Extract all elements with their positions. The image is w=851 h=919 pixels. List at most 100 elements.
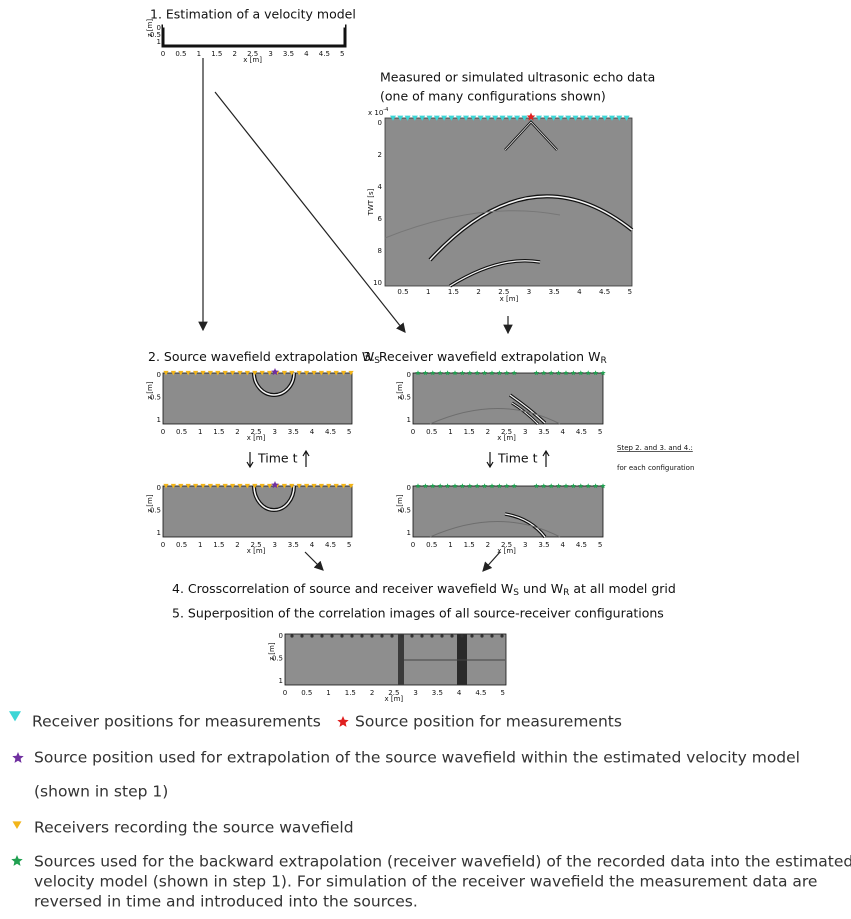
x-tick-label: 2 [486, 541, 490, 549]
step-title: 3. Receiver wavefield extrapolation WR [363, 349, 607, 366]
x-tick-label: 4.5 [325, 541, 336, 549]
time-label: Time t [257, 451, 298, 466]
text-part: 3. Receiver wavefield extrapolation W [363, 349, 600, 364]
z-tick-label: 1 [157, 38, 161, 46]
x-tick-label: 0.5 [301, 689, 312, 697]
diagram: 1. Estimation of a velocity model00.511.… [0, 0, 851, 919]
z-tick-label: 0 [407, 371, 411, 379]
x-tick-label: 3 [413, 689, 417, 697]
x-tick-label: 1.5 [464, 541, 475, 549]
x-tick-label: 3.5 [283, 50, 294, 58]
text-part: und W [519, 581, 563, 596]
x-tick-label: 5 [500, 689, 504, 697]
y-tick-label: 8 [378, 247, 382, 255]
legend-text: Source position used for extrapolation o… [34, 749, 800, 767]
image-dot [400, 634, 403, 637]
x-tick-label: 1.5 [213, 428, 224, 436]
x-tick-label: 4.5 [319, 50, 330, 58]
image-dot [440, 634, 443, 637]
x-tick-label: 4 [560, 541, 565, 549]
text-part: x 10 [368, 109, 383, 117]
x-tick-label: 1 [198, 428, 202, 436]
x-tick-label: 2 [486, 428, 490, 436]
legend-text: Source position for measurements [355, 713, 622, 731]
image-dot [470, 634, 473, 637]
plot-frame [413, 373, 603, 424]
x-tick-label: 4 [457, 689, 462, 697]
x-tick-label: 1 [326, 689, 330, 697]
x-tick-label: 1.5 [448, 288, 459, 296]
z-axis-label: z [m] [146, 494, 154, 512]
x-axis-label: x [m] [497, 547, 516, 555]
x-tick-label: 0.5 [397, 288, 408, 296]
image-dot [380, 634, 383, 637]
image-dot [500, 634, 503, 637]
image-dot [340, 634, 343, 637]
x-tick-label: 1.5 [464, 428, 475, 436]
z-tick-label: 0 [279, 632, 283, 640]
x-tick-label: 3.5 [538, 541, 549, 549]
image-dot [360, 634, 363, 637]
step-title: 2. Source wavefield extrapolation WS [148, 349, 380, 366]
z-tick-label: 1 [157, 529, 161, 537]
x-tick-label: 0 [161, 50, 165, 58]
z-tick-label: 1 [157, 416, 161, 424]
legend-symbol [11, 855, 22, 866]
y-axis-label: TWT [s] [367, 188, 375, 216]
x-tick-label: 2 [232, 50, 236, 58]
x-tick-label: 3 [527, 288, 531, 296]
x-tick-label: 0 [411, 428, 415, 436]
x-tick-label: 4 [577, 288, 582, 296]
x-tick-label: 3.5 [432, 689, 443, 697]
z-tick-label: 1 [407, 529, 411, 537]
x-tick-label: 0.5 [176, 541, 187, 549]
plot-frame [163, 373, 352, 424]
z-axis-label: z [m] [396, 381, 404, 399]
time-arrow-down [487, 452, 493, 467]
image-dot [370, 634, 373, 637]
x-axis-label: x [m] [247, 434, 266, 442]
x-tick-label: 3 [523, 541, 527, 549]
image-dot [450, 634, 453, 637]
x-tick-label: 0.5 [426, 428, 437, 436]
z-axis-label: z [m] [396, 494, 404, 512]
x-tick-label: 3.5 [549, 288, 560, 296]
legend-symbol [9, 711, 21, 721]
x-tick-label: 0.5 [426, 541, 437, 549]
x-tick-label: 2 [370, 689, 374, 697]
step-title: 5. Superposition of the correlation imag… [172, 606, 664, 621]
x-tick-label: 4.5 [599, 288, 610, 296]
legend-text: Receivers recording the source wavefield [34, 819, 354, 837]
x-tick-label: 3 [272, 428, 276, 436]
x-axis-label: x [m] [243, 56, 262, 64]
z-tick-label: 1 [407, 416, 411, 424]
legend-symbol [337, 716, 348, 727]
y-tick-label: 10 [373, 279, 382, 287]
x-tick-label: 0.5 [176, 428, 187, 436]
image-dot [320, 634, 323, 637]
image-dot [490, 634, 493, 637]
z-tick-label: 0 [407, 484, 411, 492]
x-tick-label: 2 [235, 428, 239, 436]
image-dot [290, 634, 293, 637]
time-arrow-up [303, 451, 309, 467]
x-tick-label: 3 [523, 428, 527, 436]
z-tick-label: 1 [279, 677, 283, 685]
x-tick-label: 0 [283, 689, 287, 697]
plot-frame [163, 486, 352, 537]
x-tick-label: 2 [235, 541, 239, 549]
image-dot [350, 634, 353, 637]
x-axis-label: x [m] [500, 295, 519, 303]
y-tick-label: 4 [378, 183, 383, 191]
text-part: 2. Source wavefield extrapolation W [148, 349, 374, 364]
x-tick-label: 4 [304, 50, 309, 58]
note: Step 2. and 3. and 4.: [617, 444, 693, 452]
x-tick-label: 5 [628, 288, 632, 296]
x-axis-label: x [m] [247, 547, 266, 555]
legend-text: reversed in time and introduced into the… [34, 893, 418, 911]
subscript: R [600, 356, 606, 366]
x-tick-label: 3.5 [288, 428, 299, 436]
x-tick-label: 4 [310, 428, 315, 436]
time-label: Time t [497, 451, 538, 466]
z-axis-label: z [m] [146, 19, 154, 37]
